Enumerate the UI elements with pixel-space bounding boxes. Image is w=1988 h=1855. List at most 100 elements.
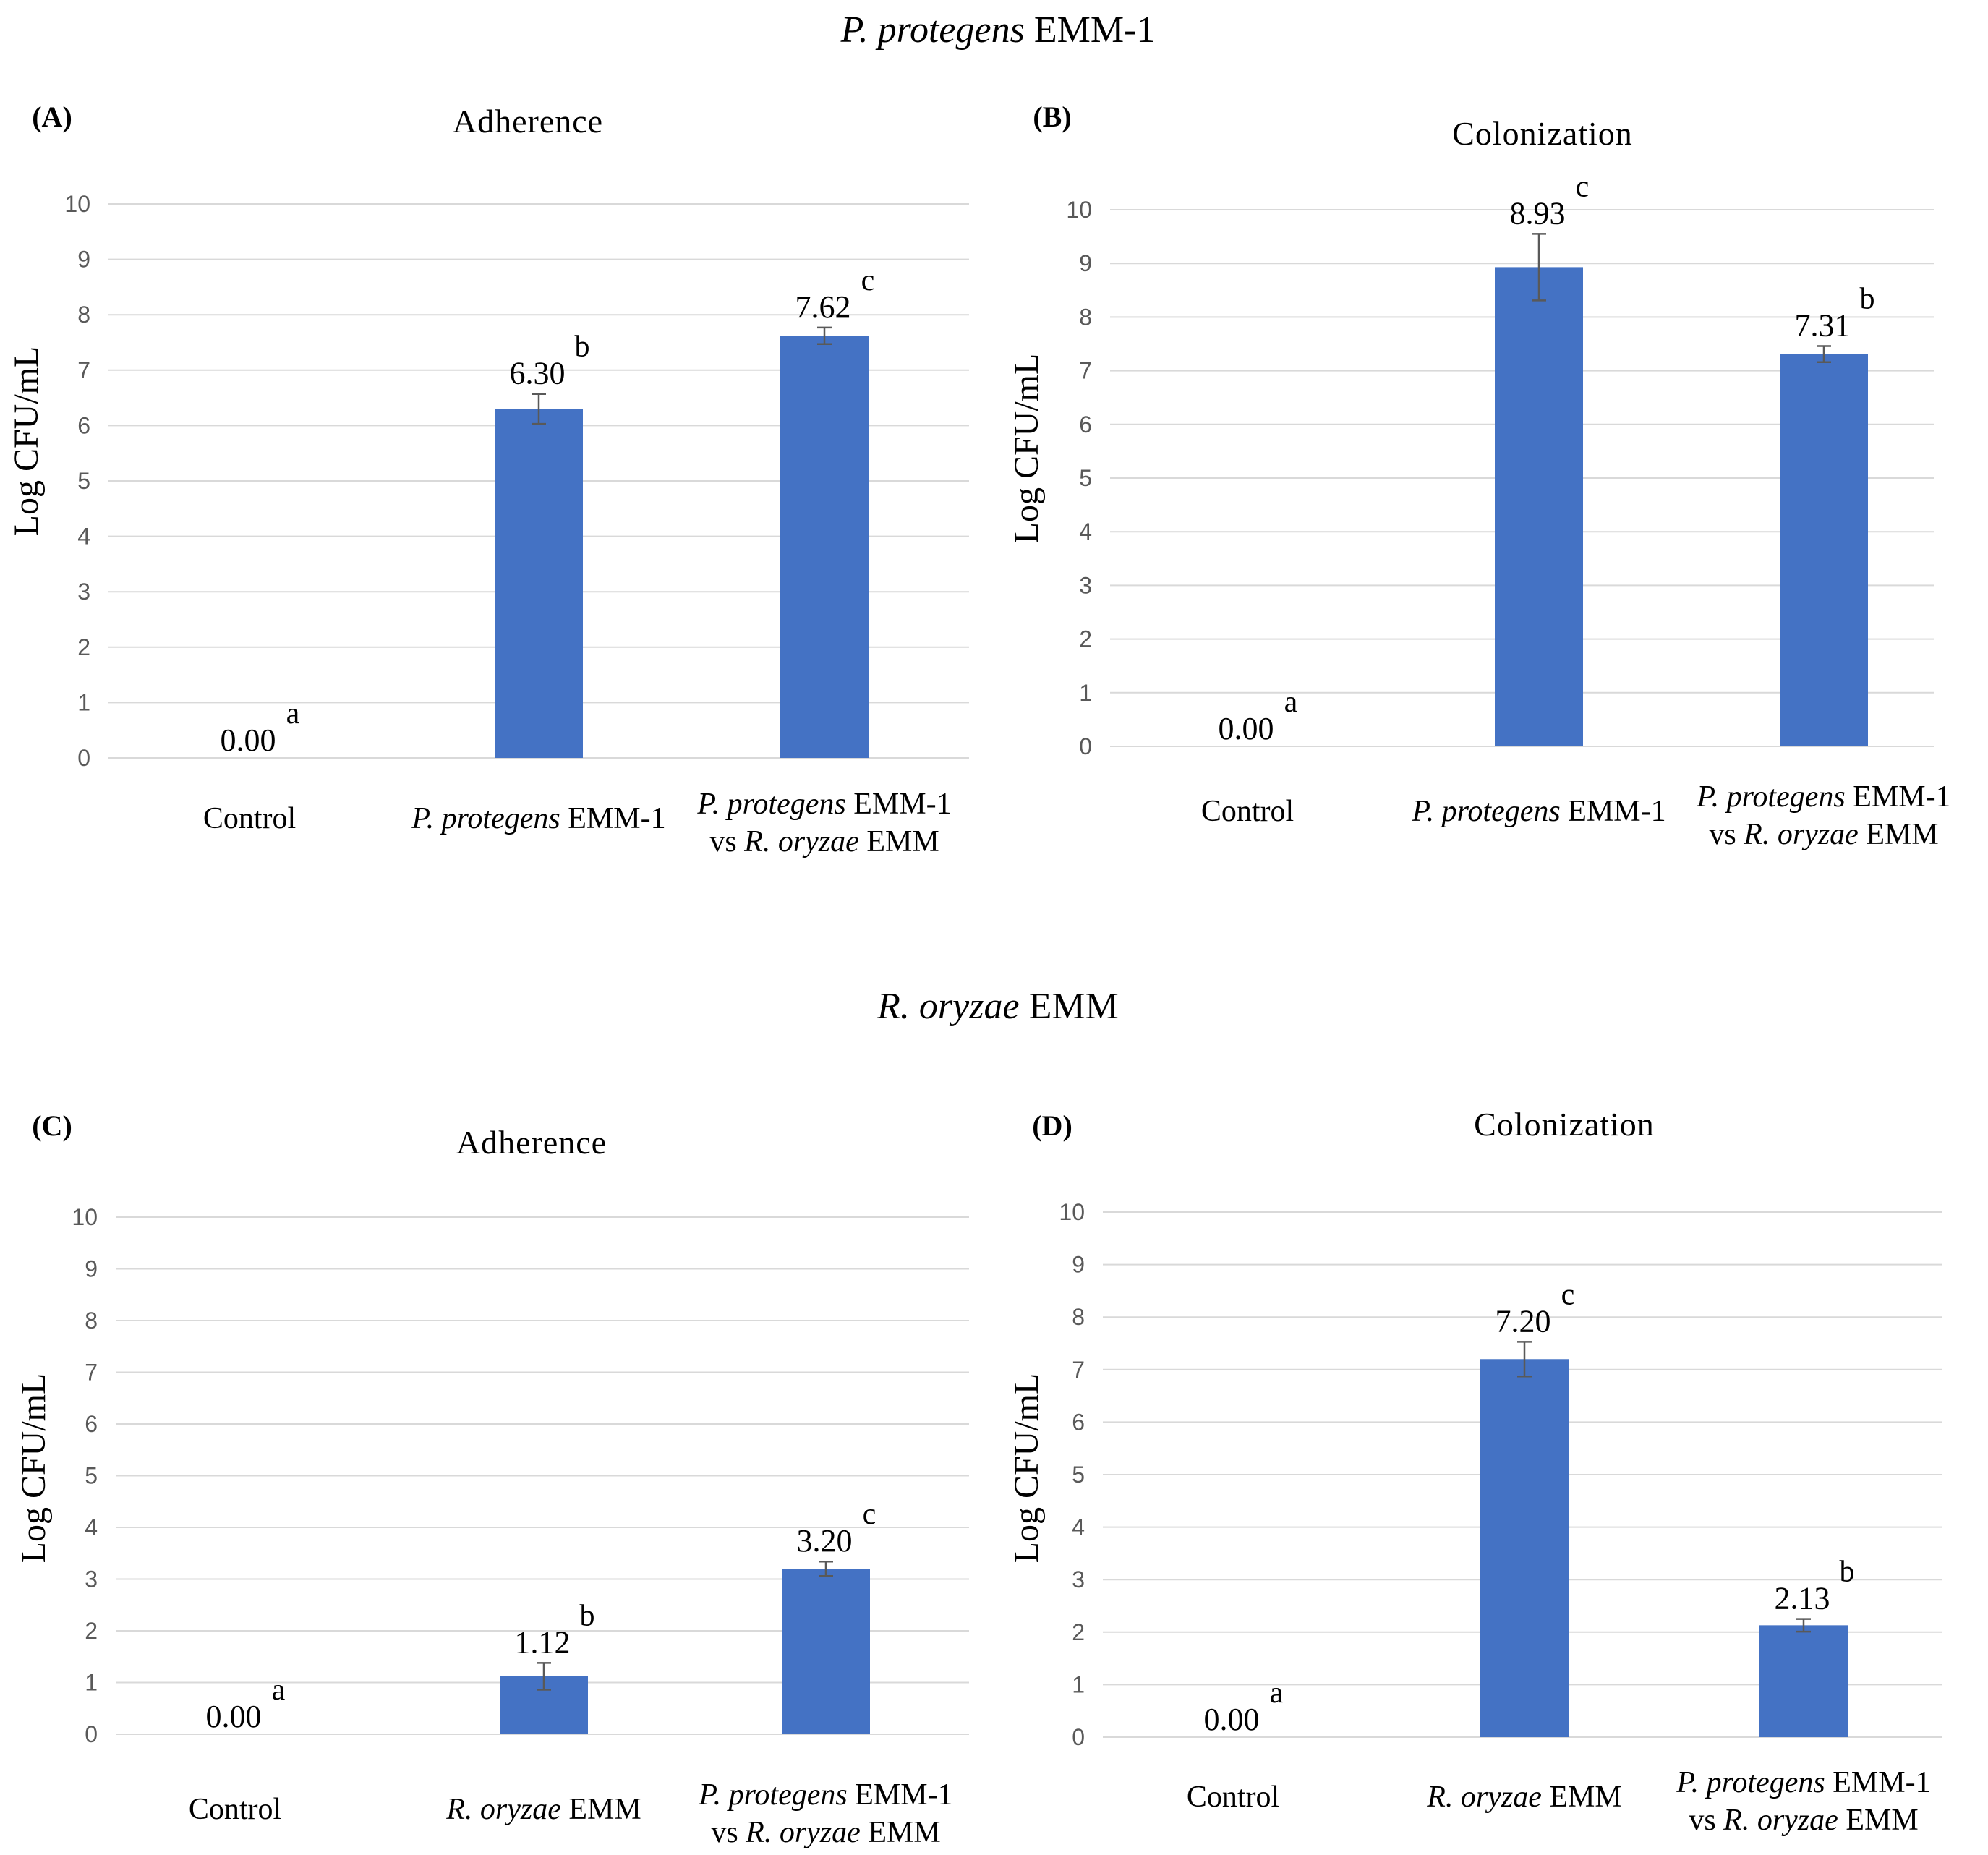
error-bar xyxy=(1532,233,1546,302)
x-tick-label: vs R. oryzae EMM xyxy=(711,1816,940,1849)
y-tick-label: 8 xyxy=(85,1308,98,1334)
x-tick-label: P. protegens EMM-1 xyxy=(1696,780,1950,814)
panel-letter: (B) xyxy=(1033,101,1071,133)
chart-title: Adherence xyxy=(456,1124,607,1161)
y-tick-label: 1 xyxy=(77,689,90,715)
y-tick-label: 1 xyxy=(1072,1671,1085,1697)
y-tick-label: 3 xyxy=(77,579,90,605)
y-tick-label: 2 xyxy=(1079,626,1092,652)
chart-panel-3: (C) Adherence Log CFU/mL 0 1 2 3 4 5 6 7 8 9 10 0.00 a 1… xyxy=(14,1109,969,1849)
significance-letter: c xyxy=(861,264,875,297)
y-tick-label: 3 xyxy=(1079,572,1092,598)
y-tick-label: 2 xyxy=(85,1618,98,1644)
y-axis-label: Log CFU/mL xyxy=(1007,1373,1046,1564)
y-tick-label: 6 xyxy=(85,1411,98,1437)
y-axis-label: Log CFU/mL xyxy=(14,1373,53,1564)
y-tick-label: 4 xyxy=(1079,519,1092,545)
section-title-oryzae: R. oryzae EMM xyxy=(876,986,1119,1027)
chart-panel-1: (A) Adherence Log CFU/mL 0 1 2 3 4 5 6 7 8 9 10 0.00 a 6… xyxy=(7,101,969,858)
y-tick-label: 4 xyxy=(1072,1514,1085,1540)
y-tick-label: 1 xyxy=(1079,680,1092,706)
bar xyxy=(1759,1625,1848,1737)
y-tick-label: 8 xyxy=(1072,1304,1085,1330)
y-tick-label: 0 xyxy=(77,745,90,771)
y-tick-label: 10 xyxy=(72,1204,98,1230)
y-tick-label: 3 xyxy=(1072,1566,1085,1592)
y-tick-label: 9 xyxy=(1079,250,1092,276)
data-label: 2.13 xyxy=(1775,1581,1830,1616)
chart-title: Colonization xyxy=(1474,1106,1655,1143)
bar xyxy=(495,409,583,758)
data-label: 7.62 xyxy=(795,289,851,325)
x-tick-label: P. protegens EMM-1 xyxy=(411,802,665,835)
x-tick-label: Control xyxy=(1201,795,1294,828)
data-label: 7.31 xyxy=(1795,307,1851,343)
significance-letter: c xyxy=(1561,1278,1575,1311)
x-tick-label: P. protegens EMM-1 xyxy=(1676,1766,1930,1799)
y-tick-label: 7 xyxy=(77,357,90,383)
data-label: 0.00 xyxy=(1204,1702,1260,1737)
x-tick-label: vs R. oryzae EMM xyxy=(1689,1804,1918,1837)
y-tick-label: 8 xyxy=(77,302,90,328)
panel-letter: (D) xyxy=(1032,1109,1072,1142)
x-tick-label: vs R. oryzae EMM xyxy=(709,825,939,858)
x-tick-label: Control xyxy=(203,802,296,835)
y-tick-label: 7 xyxy=(1079,358,1092,384)
panel-letter: (A) xyxy=(32,101,72,133)
x-tick-label: P. protegens EMM-1 xyxy=(1411,795,1665,828)
significance-letter: b xyxy=(575,331,590,364)
data-label: 0.00 xyxy=(206,1699,262,1734)
chart-panel-2: (B) Colonization Log CFU/mL 0 1 2 3 4 5 6 7 8 9 10 0.0… xyxy=(1007,101,1951,851)
x-tick-label: P. protegens EMM-1 xyxy=(698,1778,952,1812)
y-tick-label: 5 xyxy=(85,1463,98,1489)
x-tick-label: Control xyxy=(189,1793,281,1826)
y-tick-label: 6 xyxy=(1072,1409,1085,1435)
significance-letter: c xyxy=(863,1498,876,1531)
y-tick-label: 0 xyxy=(1072,1724,1085,1750)
y-tick-label: 9 xyxy=(85,1256,98,1282)
data-label: 0.00 xyxy=(1219,711,1274,746)
significance-letter: c xyxy=(1576,170,1590,203)
y-tick-label: 10 xyxy=(1066,197,1092,223)
y-tick-label: 9 xyxy=(77,247,90,273)
data-label: 0.00 xyxy=(221,722,276,758)
y-tick-label: 4 xyxy=(77,524,90,550)
bar xyxy=(1495,267,1583,746)
section-title-protegens: P. protegens EMM-1 xyxy=(840,9,1156,51)
bar xyxy=(782,1569,870,1734)
y-axis-label: Log CFU/mL xyxy=(7,346,46,537)
data-label: 1.12 xyxy=(515,1624,571,1660)
x-tick-label: vs R. oryzae EMM xyxy=(1709,818,1938,851)
error-bar xyxy=(532,393,546,425)
x-tick-label: P. protegens EMM-1 xyxy=(696,788,951,821)
panel-letter: (C) xyxy=(32,1109,72,1142)
y-tick-label: 0 xyxy=(85,1721,98,1747)
y-axis-label: Log CFU/mL xyxy=(1007,354,1046,544)
bar xyxy=(1780,354,1868,746)
data-label: 7.20 xyxy=(1496,1303,1551,1339)
y-tick-label: 7 xyxy=(1072,1357,1085,1383)
y-tick-label: 7 xyxy=(85,1360,98,1386)
data-label: 6.30 xyxy=(510,356,566,391)
data-label: 3.20 xyxy=(797,1523,853,1558)
bar xyxy=(1480,1359,1569,1737)
significance-letter: a xyxy=(1284,686,1298,719)
x-tick-label: Control xyxy=(1187,1781,1279,1814)
y-tick-label: 3 xyxy=(85,1566,98,1592)
error-bar xyxy=(1796,1618,1811,1633)
error-bar xyxy=(819,1560,833,1577)
significance-letter: a xyxy=(1270,1676,1284,1710)
y-tick-label: 9 xyxy=(1072,1252,1085,1278)
significance-letter: a xyxy=(272,1673,286,1707)
y-tick-label: 2 xyxy=(77,634,90,660)
y-tick-label: 0 xyxy=(1079,733,1092,759)
y-tick-label: 2 xyxy=(1072,1619,1085,1645)
y-tick-label: 4 xyxy=(85,1514,98,1540)
chart-title: Adherence xyxy=(453,103,603,140)
chart-panel-4: (D) Colonization Log CFU/mL 0 1 2 3 4 5 6 7 8 9 10 0.0… xyxy=(1007,1106,1942,1837)
error-bar xyxy=(1517,1341,1532,1378)
y-tick-label: 5 xyxy=(77,468,90,494)
significance-letter: a xyxy=(286,697,300,730)
error-bar xyxy=(1817,345,1831,363)
